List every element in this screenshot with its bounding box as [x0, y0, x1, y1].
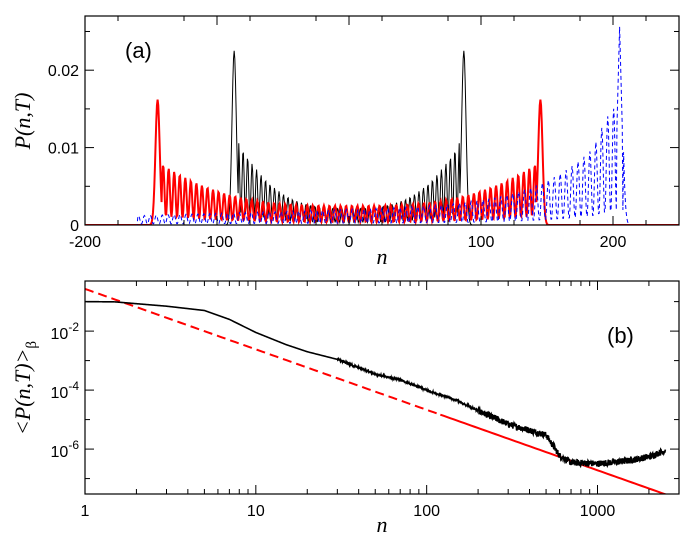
panel-label-a: (a)	[125, 38, 152, 63]
y-tick-label-a: 0.01	[48, 141, 79, 158]
y-axis-title-b-main: <P(n,T)>	[10, 349, 35, 436]
x-tick-label-b: 1000	[580, 503, 616, 520]
power-law-fit-dashed	[85, 287, 438, 415]
plot-frame-a	[84, 15, 680, 226]
y-tick-label-b: 10-2	[51, 320, 80, 343]
panel-b: 1 10 100 1000 10-2 10-4 10-6 (b) n <P(n,T)>β	[10, 280, 680, 537]
y-axis-title-b-sub: β	[24, 341, 40, 349]
x-axis-title-a: n	[377, 244, 388, 269]
x-axis-title-b: n	[377, 512, 388, 537]
y-axis-title-b: <P(n,T)>β	[10, 341, 40, 435]
x-tick-label-b: 10	[247, 503, 265, 520]
x-tick-label-b: 1	[81, 503, 90, 520]
svg-text:<P(n,T)>β: <P(n,T)>β	[10, 341, 40, 435]
averaged-distribution-line	[85, 300, 667, 469]
y-tick-label-b: 10-4	[51, 379, 80, 402]
series-blue-dashed-line	[85, 26, 679, 225]
y-tick-label-a: 0.02	[48, 63, 79, 80]
series-black-line	[85, 50, 679, 225]
x-tick-label-a: -200	[69, 234, 101, 251]
series-red-line	[85, 99, 679, 225]
x-tick-label-a: 0	[345, 234, 354, 251]
x-tick-label-a: 200	[600, 234, 627, 251]
y-tick-label-b: 10-6	[51, 438, 80, 461]
panel-label-b: (b)	[607, 323, 634, 348]
x-tick-label-b: 100	[413, 503, 440, 520]
y-axis-title-a: P(n,T)	[10, 93, 35, 151]
plot-frame-b	[84, 280, 680, 495]
x-tick-label-a: 100	[468, 234, 495, 251]
x-tick-label-a: -100	[201, 234, 233, 251]
panel-a: -200 -100 0 100 200 0 0.01 0.02 (a) n P(n,T)	[10, 15, 680, 269]
y-tick-label-a: 0	[70, 218, 79, 235]
